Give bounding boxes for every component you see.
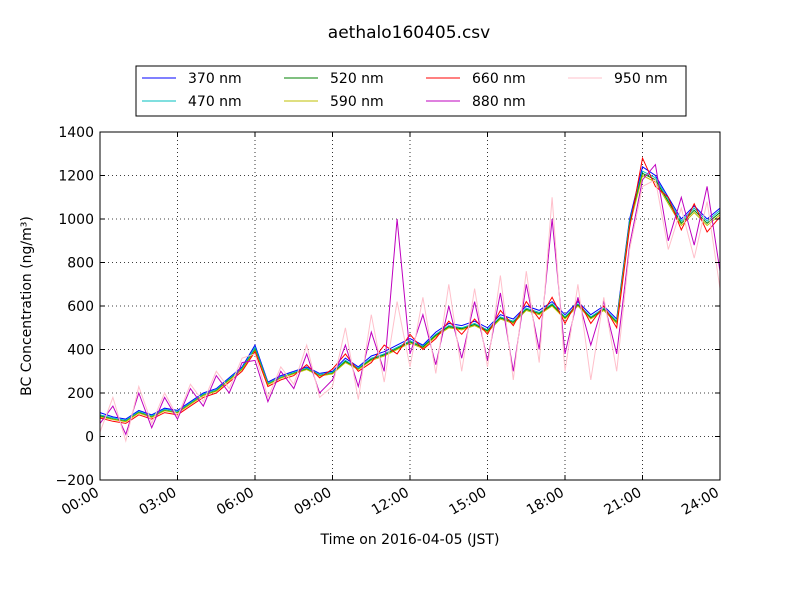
- y-tick-label: 1400: [58, 125, 94, 141]
- axis-ticks: [99, 131, 721, 481]
- chart-title: aethalo160405.csv: [328, 23, 490, 43]
- x-tick-label: 12:00: [369, 485, 412, 519]
- x-tick-label: 15:00: [447, 485, 490, 519]
- series-line-880-nm: [99, 163, 721, 436]
- y-tick-label: 1000: [58, 212, 94, 228]
- y-tick-label: 400: [67, 343, 94, 359]
- legend-label: 470 nm: [188, 94, 242, 110]
- series-line-950-nm: [99, 179, 721, 443]
- series-line-660-nm: [99, 156, 721, 424]
- y-tick-label: 600: [67, 299, 94, 315]
- legend-label: 370 nm: [188, 71, 242, 87]
- legend-label: 520 nm: [330, 71, 384, 87]
- legend-entries: 370 nm 470 nm 520 nm 590 nm 660 nm 880 nm 950 …: [142, 71, 668, 110]
- legend-label: 880 nm: [472, 94, 526, 110]
- legend-label: 590 nm: [330, 94, 384, 110]
- series-layer: [99, 156, 721, 443]
- legend-frame: [135, 65, 687, 117]
- y-axis-label: BC Concentration (ng/m³): [19, 216, 35, 396]
- y-tick-labels: −200 0 200 400 600 800 1000 1200 1400: [56, 125, 94, 489]
- y-tick-label: 0: [85, 430, 94, 446]
- x-tick-label: 24:00: [679, 485, 722, 519]
- y-tick-label: −200: [56, 473, 94, 489]
- y-tick-label: 800: [67, 256, 94, 272]
- y-tick-label: 1200: [58, 169, 94, 185]
- x-tick-label: 21:00: [602, 485, 645, 519]
- series-line-590-nm: [99, 174, 721, 423]
- x-tick-label: 18:00: [524, 485, 567, 519]
- legend-label: 660 nm: [472, 71, 526, 87]
- x-tick-label: 03:00: [137, 485, 180, 519]
- y-tick-label: 200: [67, 386, 94, 402]
- x-tick-label: 00:00: [59, 485, 102, 519]
- x-tick-label: 06:00: [214, 485, 257, 519]
- grid: [100, 132, 720, 480]
- x-axis-label: Time on 2016-04-05 (JST): [320, 532, 500, 548]
- x-tick-labels: 00:00 03:00 06:00 09:00 12:00 15:00 18:00 21:00…: [59, 485, 722, 519]
- legend: 370 nm 470 nm 520 nm 590 nm 660 nm 880 nm 950 …: [135, 65, 687, 117]
- x-tick-label: 09:00: [292, 485, 335, 519]
- legend-label: 950 nm: [614, 71, 668, 87]
